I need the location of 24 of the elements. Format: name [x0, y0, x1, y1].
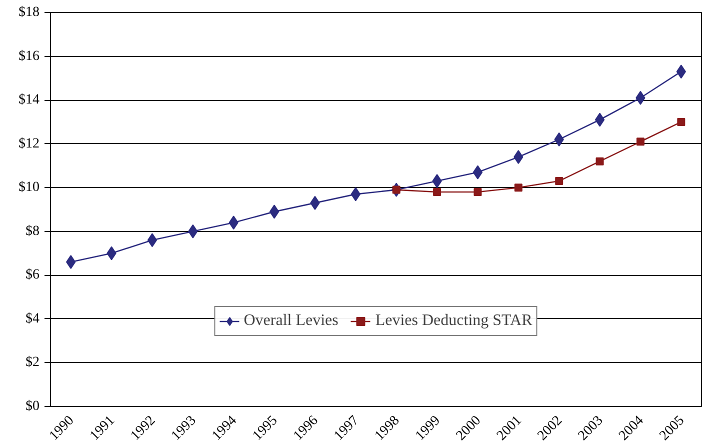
point [677, 118, 686, 126]
y-tick-label: $0 [26, 399, 40, 414]
point [555, 177, 564, 186]
point [472, 165, 483, 180]
point [514, 184, 522, 192]
y-tick-label: $10 [18, 180, 40, 196]
y-tick-label: $16 [18, 48, 40, 64]
x-tick-label: 1991 [87, 413, 118, 444]
legend-label: Levies Deducting STAR [375, 312, 532, 330]
y-tick-label: $18 [18, 5, 40, 20]
point [594, 112, 605, 127]
y-tick-label: $8 [26, 224, 40, 239]
y-tick-label: $14 [18, 92, 40, 108]
y-tick-label: $2 [26, 355, 40, 370]
point [147, 233, 158, 248]
point [596, 157, 604, 166]
y-tick-label: $6 [26, 268, 40, 283]
point [636, 138, 644, 146]
y-tick-label: $12 [18, 136, 40, 152]
y-tick-label: $4 [26, 311, 40, 326]
point [433, 188, 442, 196]
point [269, 204, 280, 219]
legend-label: Overall Levies [244, 312, 338, 330]
point [474, 188, 482, 196]
